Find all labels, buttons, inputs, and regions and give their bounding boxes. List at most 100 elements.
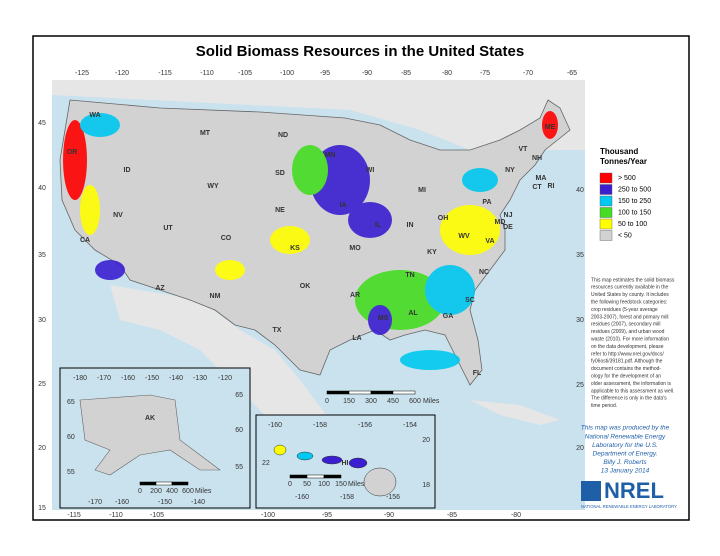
lon-label: -80 (442, 70, 452, 77)
note-line: time period. (591, 403, 617, 409)
scale-segment (392, 390, 416, 395)
patch (292, 145, 328, 195)
state-label: WI (366, 167, 375, 174)
inset-lon-label: -160 (295, 494, 309, 501)
lat-label: 40 (38, 185, 46, 192)
state-label: MT (200, 130, 211, 137)
state-label: KS (290, 245, 300, 252)
scale-segment (306, 474, 325, 479)
scale-segment (348, 390, 372, 395)
legend-title: Tonnes/Year (600, 157, 647, 166)
lon-label: -85 (401, 70, 411, 77)
nrel-logo: NREL NATIONAL RENEWABLE ENERGY LABORATOR… (581, 478, 677, 509)
state-label: MO (349, 245, 361, 252)
inset-lon-label: -156 (386, 494, 400, 501)
scale-label: 450 (387, 398, 399, 405)
hawaii-inset (255, 414, 436, 509)
lat-label: 40 (576, 187, 584, 194)
inset-lon-label: -140 (169, 375, 183, 382)
note-line: document contains the method- (591, 366, 661, 372)
lon-label: -95 (322, 512, 332, 519)
state-label: FL (473, 370, 482, 377)
state-label: NY (505, 167, 515, 174)
note-line: This map estimates the solid biomass (591, 277, 675, 283)
legend-swatch (599, 195, 613, 207)
state-label: PA (482, 199, 491, 206)
logo-mark (581, 481, 601, 501)
state-label: SC (465, 297, 475, 304)
scale-label: 0 (138, 488, 142, 495)
legend-label: 50 to 100 (618, 221, 647, 228)
patch (368, 305, 392, 335)
inset-lon-label: -120 (218, 375, 232, 382)
scale-segment (289, 474, 308, 479)
scale-label: 100 (318, 481, 330, 488)
inset-lon-label: -150 (145, 375, 159, 382)
biomass-patches (63, 111, 558, 370)
state-label: WV (458, 233, 470, 240)
state-label: MD (495, 219, 506, 226)
lon-label: -85 (447, 512, 457, 519)
inset-lat-label: 55 (235, 464, 243, 471)
credit-line: Billy J. Roberts (603, 459, 647, 466)
state-label: TX (273, 327, 282, 334)
patch (425, 265, 475, 315)
state-label: OK (300, 283, 311, 290)
legend-title: Thousand (600, 147, 638, 156)
lon-label: -90 (384, 512, 394, 519)
island (321, 455, 343, 465)
note-line: residues (2009), and urban wood (591, 329, 665, 335)
inset-lon-label: -160 (268, 422, 282, 429)
island (273, 444, 287, 456)
inset-lat-label: 20 (422, 437, 430, 444)
lon-label: -110 (200, 70, 214, 77)
logo-tagline: NATIONAL RENEWABLE ENERGY LABORATORY (581, 504, 677, 509)
state-label: NE (275, 207, 285, 214)
note-line: 2003-2007), forest and primary mill (591, 314, 669, 320)
state-label: AK (145, 415, 155, 422)
note-line: residues (2007), secondary mill (591, 322, 660, 328)
credit-line: Laboratory for the U.S. (592, 442, 658, 449)
inset-lat-label: 55 (67, 469, 75, 476)
state-label: KY (427, 249, 437, 256)
state-label: WA (89, 112, 100, 119)
state-label: CA (80, 237, 90, 244)
state-label: IL (375, 222, 382, 229)
lon-label: -100 (280, 70, 294, 77)
scale-segment (155, 481, 173, 486)
alaska (79, 394, 221, 476)
scale-label: 50 (303, 481, 311, 488)
note-line: The difference is only in the data's (591, 396, 667, 402)
inset-lat-label: 65 (235, 392, 243, 399)
inset-lon-label: -160 (121, 375, 135, 382)
lat-label: 30 (576, 317, 584, 324)
patch (80, 113, 120, 137)
state-label: DE (503, 224, 513, 231)
lat-label: 35 (576, 252, 584, 259)
inset-lon-label: -130 (193, 375, 207, 382)
state-label: AL (408, 310, 418, 317)
state-label: NJ (504, 212, 513, 219)
lon-label: -95 (320, 70, 330, 77)
state-label: TN (405, 272, 414, 279)
legend-label: > 500 (618, 175, 636, 182)
lon-label: -90 (362, 70, 372, 77)
scale-segment (139, 481, 157, 486)
scale-label: 0 (325, 398, 329, 405)
scale-unit: Miles (423, 398, 440, 405)
inset-lon-label: -150 (158, 499, 172, 506)
island (296, 451, 314, 461)
note-line: crop residues (5-year average (591, 307, 658, 313)
lon-label: -100 (261, 512, 275, 519)
legend-swatch (599, 172, 613, 184)
state-label: NM (210, 293, 221, 300)
hawaii-islands (273, 444, 397, 497)
legend-swatch (599, 184, 613, 195)
scale-label: 600 (182, 488, 194, 495)
credit-line: 13 January 2014 (601, 468, 650, 475)
legend-swatch (599, 230, 613, 241)
note-line: applicable to this assessment as well. (591, 388, 674, 394)
credit-line: Department of Energy. (593, 451, 658, 458)
lat-label: 45 (38, 120, 46, 127)
